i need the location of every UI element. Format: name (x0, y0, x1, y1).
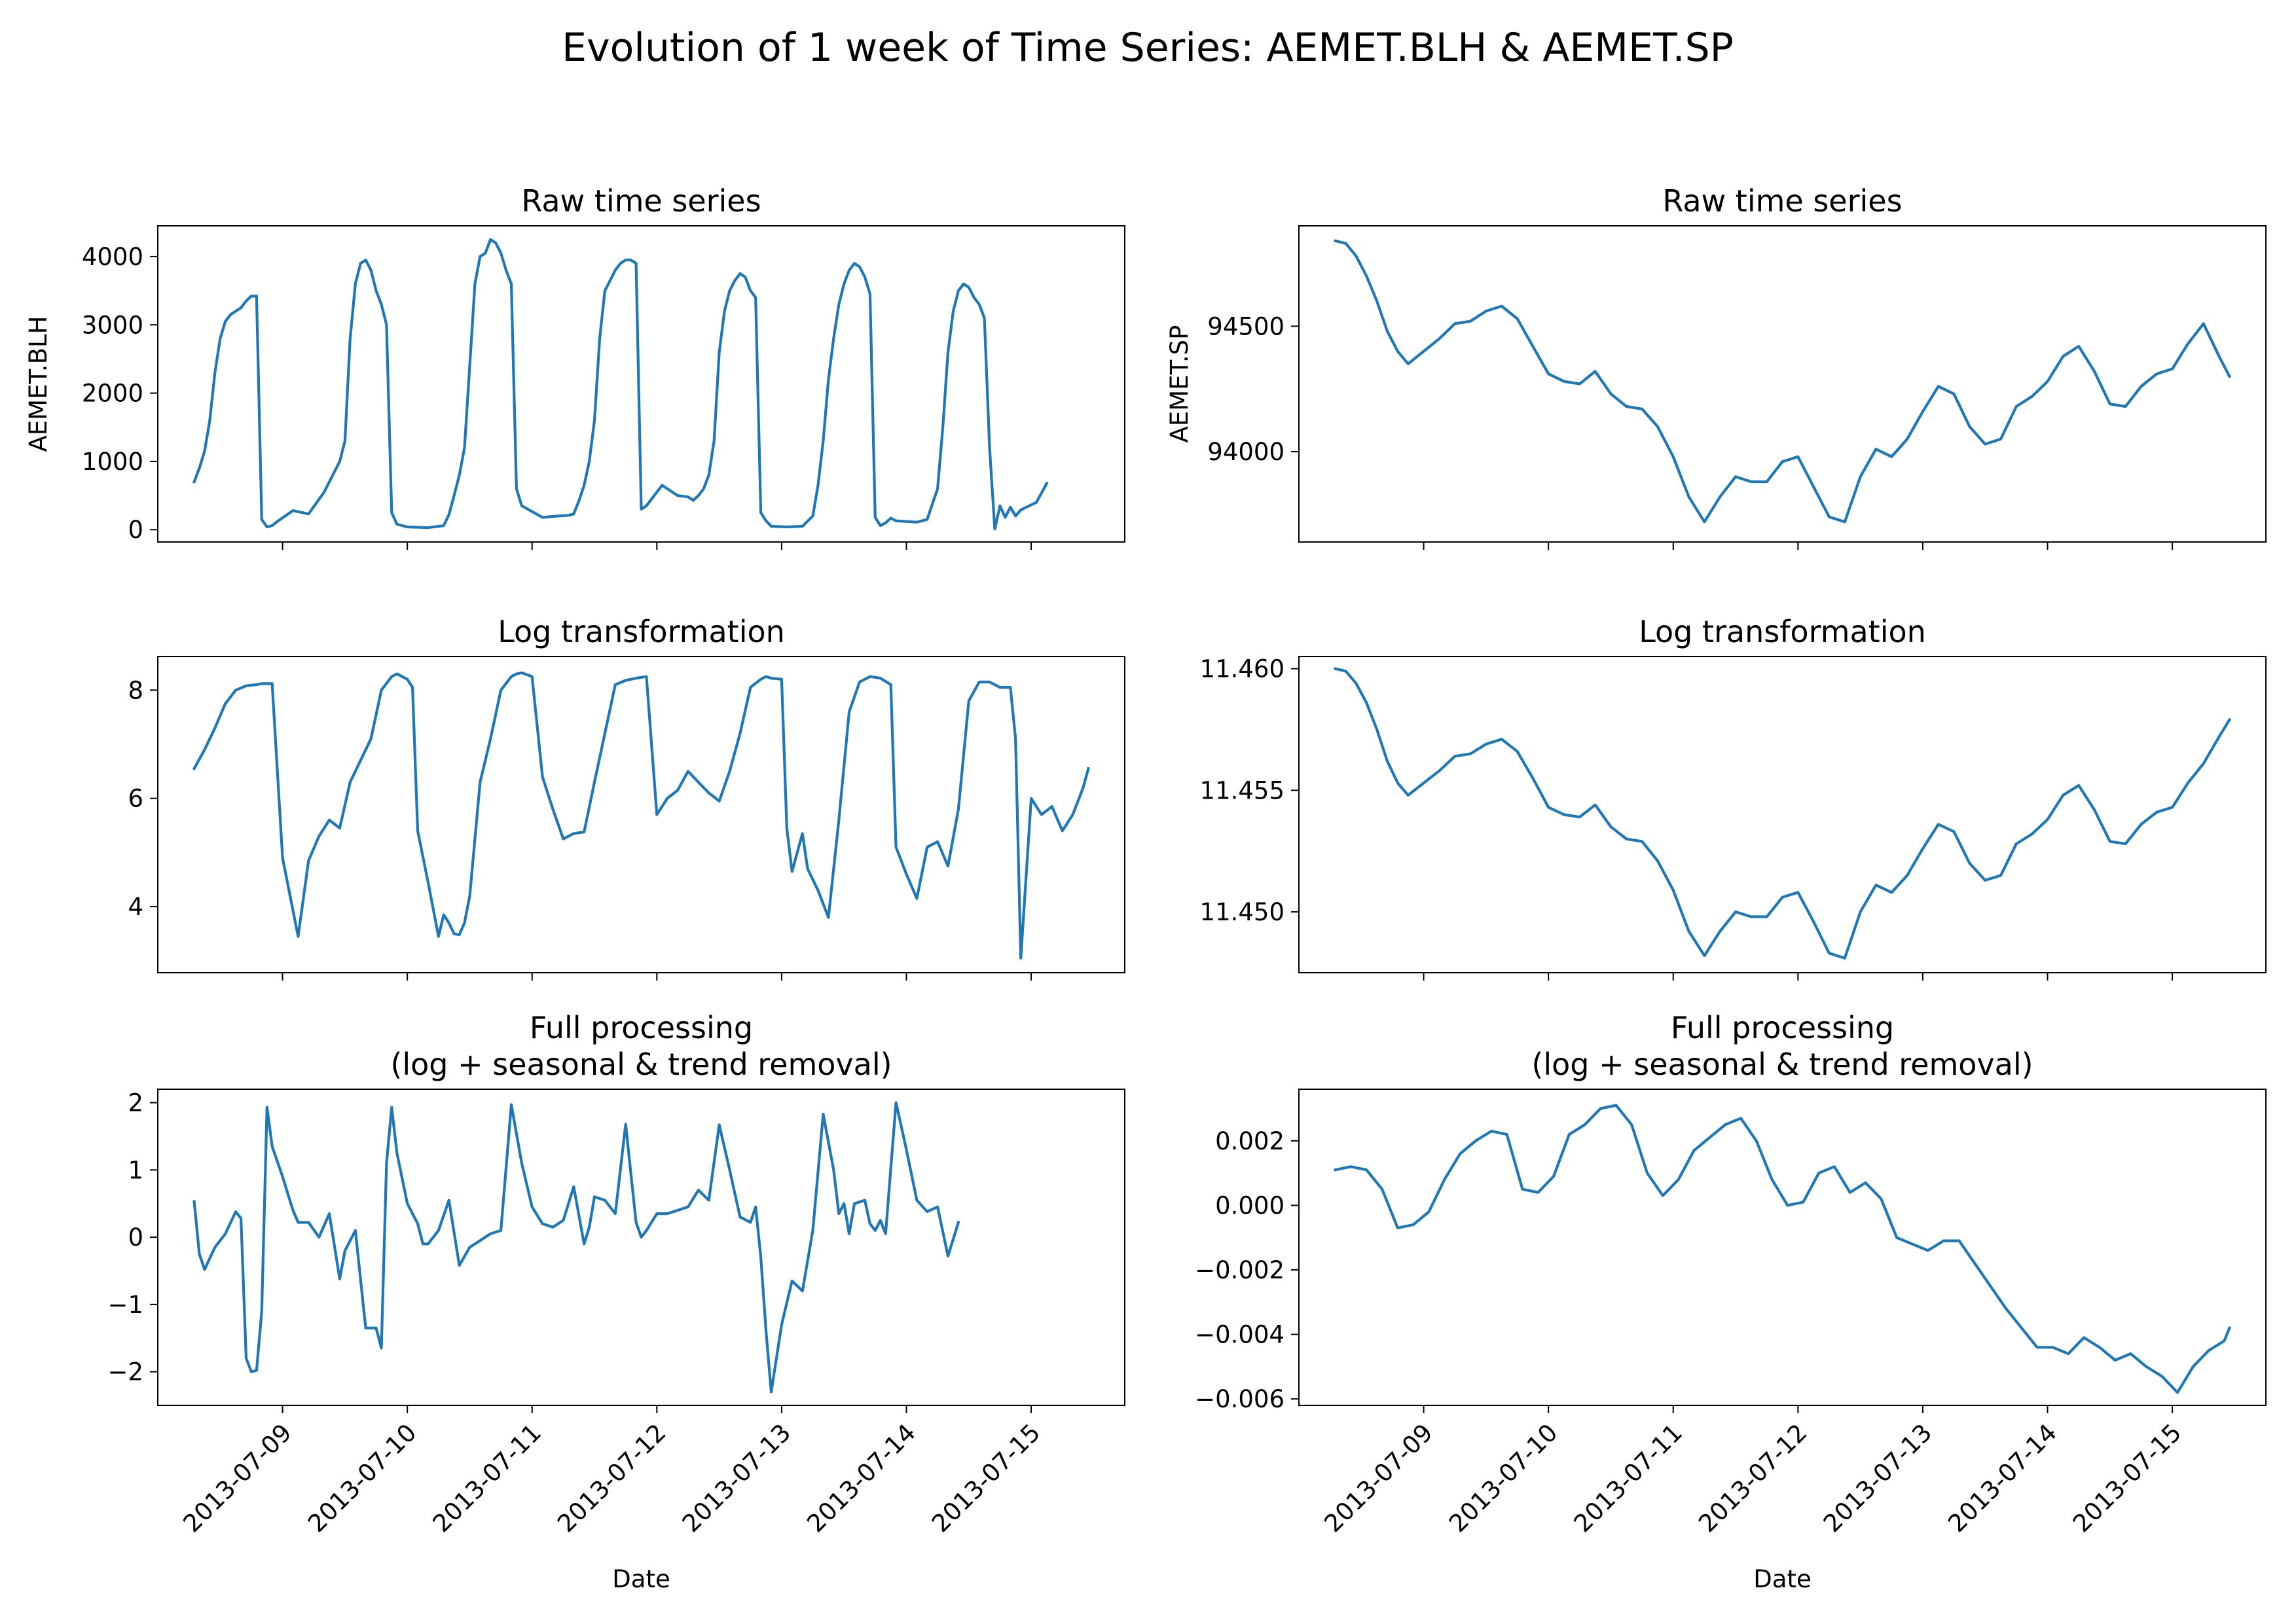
y-tick-label: 11.460 (1200, 655, 1285, 683)
axes-frame (157, 225, 1125, 543)
subplot-title: Raw time series (521, 183, 761, 219)
subplot-1: Raw time series AEMET.BLH 0 1000 2000 3000 400… (24, 183, 1125, 550)
x-axis-label: Date (1753, 1565, 1811, 1593)
y-tick-label: 3000 (82, 311, 143, 339)
y-axis-label: AEMET.SP (1165, 325, 1194, 443)
subplot-title: Full processing (530, 1010, 753, 1045)
series-line (1334, 239, 2232, 524)
y-tick-label: 1000 (82, 448, 143, 476)
axes-frame (157, 1089, 1125, 1406)
y-tick-label: −0.004 (1195, 1321, 1285, 1349)
y-tick-label: −2 (107, 1358, 143, 1386)
y-tick-label: 0.000 (1215, 1191, 1285, 1219)
y-tick-label: −0.006 (1195, 1385, 1285, 1413)
y-tick-label: 8 (128, 676, 143, 704)
subplot-title: Log transformation (498, 614, 785, 649)
figure-title: Evolution of 1 week of Time Series: AEME… (562, 25, 1734, 71)
y-tick-label: 2000 (82, 380, 143, 408)
y-tick-label: 11.450 (1200, 898, 1285, 926)
subplot-title: Full processing (1671, 1010, 1894, 1045)
series-line (192, 238, 1049, 531)
subplot-2: Raw time series AEMET.SP 94000 94500 (1165, 183, 2267, 550)
series-line (1334, 1104, 2232, 1394)
y-tick-label: 0.002 (1215, 1127, 1285, 1155)
y-tick-label: 94000 (1207, 438, 1285, 466)
y-tick-label: 6 (128, 785, 143, 813)
series-line (1334, 667, 2232, 960)
series-line (192, 671, 1090, 960)
y-axis-label: AEMET.BLH (24, 316, 52, 452)
y-tick-label: 11.455 (1200, 776, 1285, 804)
subplot-title: Raw time series (1662, 183, 1902, 219)
y-tick-label: −0.002 (1195, 1256, 1285, 1284)
axes-frame (157, 656, 1125, 973)
x-axis-label: Date (612, 1565, 670, 1593)
y-tick-label: −1 (107, 1291, 143, 1319)
subplot-title: (log + seasonal & trend removal) (1531, 1047, 2033, 1082)
subplot-3: Log transformation 4 6 8 (128, 614, 1125, 981)
axes-frame (1298, 1089, 2267, 1406)
axes-frame (1298, 225, 2267, 543)
y-tick-label: 2 (128, 1089, 143, 1117)
axes-frame (1298, 656, 2267, 973)
subplot-title: (log + seasonal & trend removal) (390, 1047, 892, 1082)
y-tick-label: 4000 (82, 243, 143, 271)
y-tick-label: 0 (128, 516, 143, 544)
y-tick-label: 4 (128, 893, 143, 921)
y-tick-label: 94500 (1207, 312, 1285, 340)
series-line (192, 1101, 960, 1394)
y-tick-label: 0 (128, 1223, 143, 1252)
subplot-4: Log transformation 11.450 11.455 11.460 (1200, 614, 2267, 981)
y-tick-label: 1 (128, 1156, 143, 1184)
subplot-title: Log transformation (1639, 614, 1926, 649)
